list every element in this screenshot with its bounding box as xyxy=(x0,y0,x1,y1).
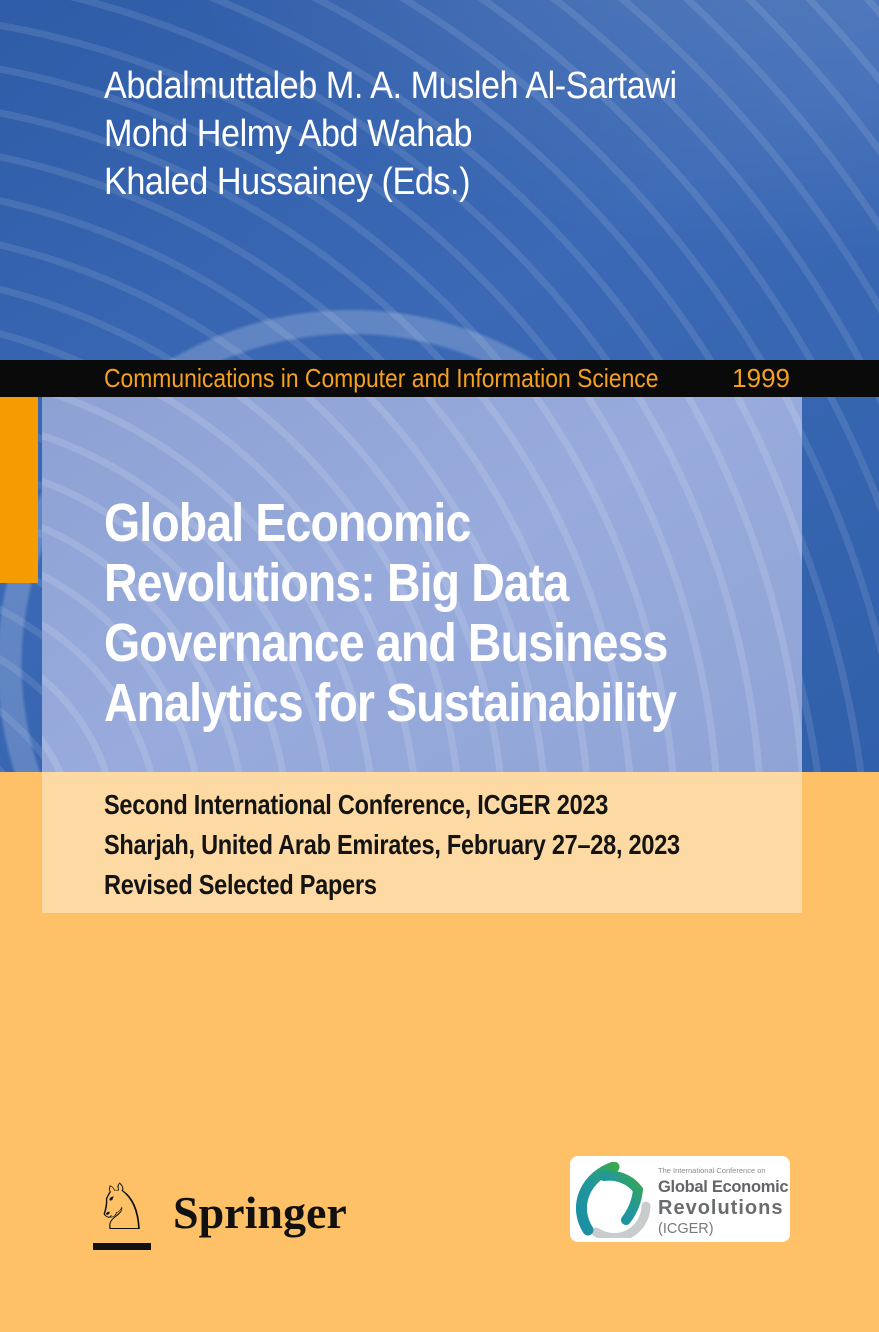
book-title: Global Economic Revolutions: Big Data Go… xyxy=(104,493,677,733)
icger-acronym: (ICGER) xyxy=(658,1221,714,1237)
series-band: Communications in Computer and Informati… xyxy=(0,360,879,397)
book-title-line: Global Economic xyxy=(104,493,471,553)
book-subtitle: Second International Conference, ICGER 2… xyxy=(104,785,680,905)
icger-title-line2: Revolutions xyxy=(658,1197,784,1219)
series-title: Communications in Computer and Informati… xyxy=(104,363,659,393)
book-title-line: Governance and Business xyxy=(104,613,668,673)
icger-title-line1: Global Economic xyxy=(658,1178,789,1196)
publisher-name: Springer xyxy=(173,1187,347,1238)
springer-logo-baseline xyxy=(93,1243,151,1250)
editor-name: Mohd Helmy Abd Wahab xyxy=(104,113,473,155)
editor-name: Khaled Hussainey (Eds.) xyxy=(104,161,471,203)
title-panel: Global Economic Revolutions: Big Data Go… xyxy=(42,397,802,772)
editors-block: Abdalmuttaleb M. A. Musleh Al-Sartawi Mo… xyxy=(104,62,677,206)
spine-accent-tab xyxy=(0,397,38,583)
icger-globe-icon xyxy=(576,1162,651,1238)
book-title-line: Analytics for Sustainability xyxy=(104,673,677,733)
subtitle-panel: Second International Conference, ICGER 2… xyxy=(42,772,802,913)
subtitle-line: Revised Selected Papers xyxy=(104,869,377,900)
series-volume-number: 1999 xyxy=(732,363,790,393)
icger-text-block: The International Conference on Global E… xyxy=(658,1166,789,1237)
book-title-line: Revolutions: Big Data xyxy=(104,553,569,613)
publisher-logo: ♘ Springer xyxy=(93,1176,347,1250)
subtitle-line: Sharjah, United Arab Emirates, February … xyxy=(104,829,680,860)
conference-logo: The International Conference on Global E… xyxy=(570,1156,790,1242)
editor-name: Abdalmuttaleb M. A. Musleh Al-Sartawi xyxy=(104,65,677,107)
subtitle-line: Second International Conference, ICGER 2… xyxy=(104,789,609,820)
springer-horse-icon: ♘ xyxy=(93,1176,151,1250)
icger-tagline: The International Conference on xyxy=(658,1166,766,1175)
